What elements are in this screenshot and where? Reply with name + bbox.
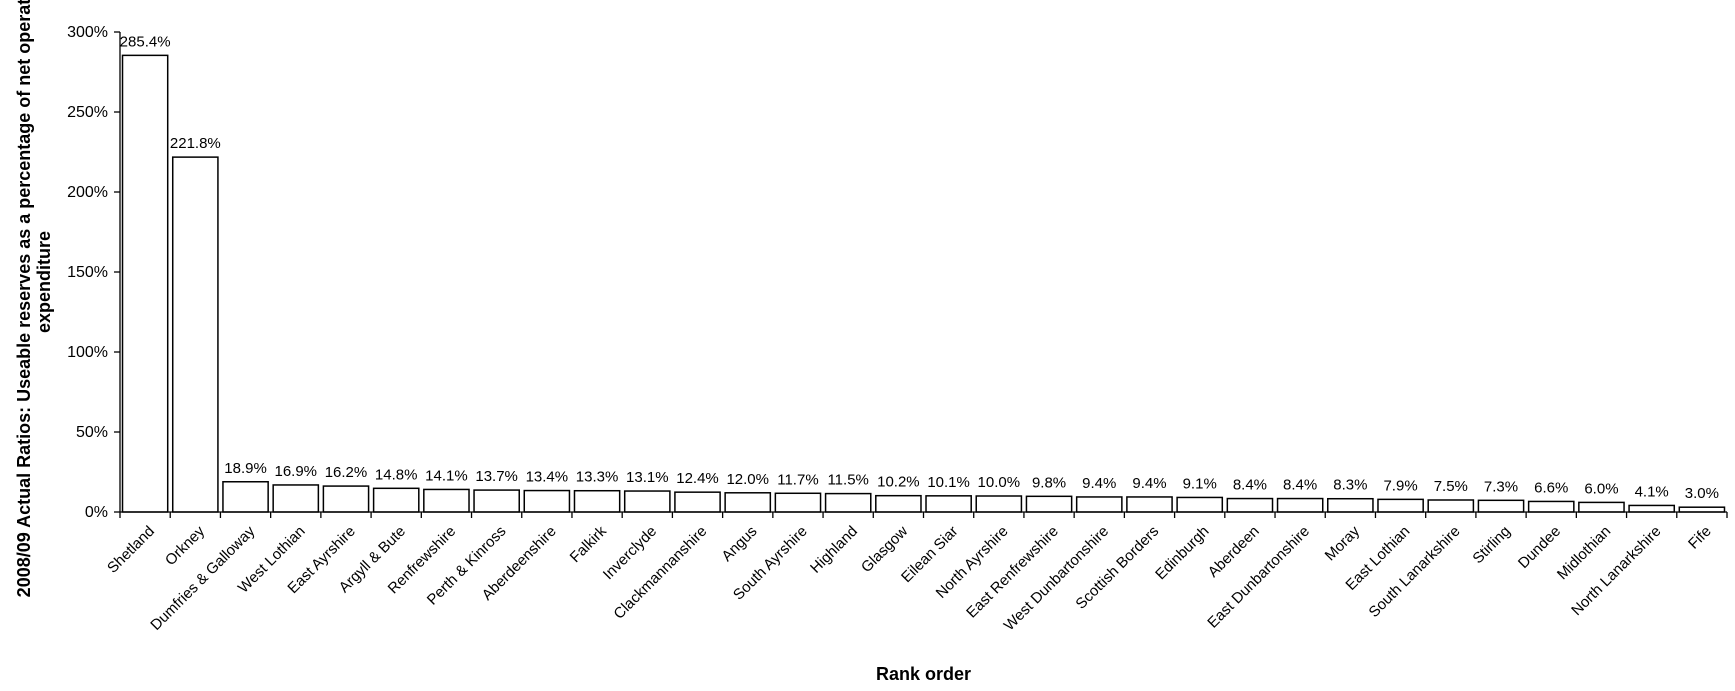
data-label: 221.8% (170, 135, 221, 152)
bar (1578, 501, 1625, 513)
data-label: 14.1% (425, 467, 468, 484)
x-category-label: Dundee (1515, 523, 1564, 572)
bar (121, 54, 169, 513)
data-label: 285.4% (120, 33, 171, 50)
x-category-label: Angus (718, 523, 760, 565)
bar (1427, 499, 1475, 513)
x-category-label: North Lanarkshire (1568, 523, 1664, 619)
x-category-label: Falkirk (567, 522, 611, 566)
bar (272, 484, 320, 513)
data-label: 10.0% (978, 474, 1021, 491)
bar (1628, 504, 1676, 513)
bar (372, 487, 420, 513)
y-tick-label: 50% (76, 424, 108, 441)
x-category-label: South Lanarkshire (1366, 523, 1464, 621)
data-label: 7.5% (1434, 478, 1468, 495)
x-category-label: Stirling (1469, 523, 1513, 567)
x-category-label: Highland (807, 523, 861, 577)
bar (824, 492, 872, 513)
x-axis-title: Rank order (876, 664, 971, 684)
bar (523, 489, 571, 513)
data-label: 11.5% (827, 472, 868, 489)
data-label: 12.0% (726, 471, 769, 488)
data-label: 8.4% (1283, 477, 1317, 494)
data-label: 13.1% (626, 469, 669, 486)
data-label: 7.3% (1484, 478, 1518, 495)
bar (473, 489, 520, 513)
data-label: 11.7% (777, 471, 818, 488)
data-label: 16.9% (274, 463, 317, 480)
data-label: 6.0% (1584, 480, 1618, 497)
data-label: 9.8% (1032, 474, 1066, 491)
data-label: 9.4% (1082, 475, 1116, 492)
bar (171, 156, 219, 513)
bar (423, 488, 470, 513)
bar (1327, 497, 1374, 513)
x-category-label: East Renfrewshire (963, 523, 1062, 622)
data-label: 8.3% (1333, 477, 1367, 494)
data-label: 10.1% (927, 474, 970, 491)
bar (573, 489, 621, 513)
bar (322, 485, 370, 513)
x-category-label: Moray (1322, 522, 1364, 564)
data-label: 13.4% (526, 469, 569, 486)
x-category-label: Clackmannanshire (610, 523, 710, 623)
data-labels: 285.4% 221.8% 18.9% 16.9% 16.2% 14.8% 14.1% 13.… (120, 33, 1719, 502)
bar (674, 491, 721, 513)
y-tick-label: 150% (67, 264, 108, 281)
bar (1126, 496, 1173, 513)
data-label: 4.1% (1635, 483, 1669, 500)
y-tick-label: 300% (67, 24, 108, 41)
data-label: 9.1% (1183, 475, 1217, 492)
bar (1377, 498, 1424, 513)
bars (121, 54, 1726, 513)
bar (724, 492, 772, 513)
x-category-label: East Dunbartonshire (1204, 523, 1313, 632)
y-axis-ticks: 0% 50% 100% 150% 200% 250% 300% (67, 24, 1728, 521)
data-label: 12.4% (676, 470, 719, 487)
bar (1176, 496, 1224, 513)
y-axis-title: 2008/09 Actual Ratios: Useable reserves … (14, 0, 54, 597)
bar (975, 495, 1023, 513)
bar (1527, 500, 1575, 513)
data-label: 7.9% (1383, 477, 1417, 494)
y-tick-label: 0% (85, 504, 108, 521)
data-label: 13.7% (475, 468, 518, 485)
bar (1276, 497, 1324, 513)
y-tick-label: 250% (67, 104, 108, 121)
bar (1678, 506, 1726, 513)
data-label: 10.2% (877, 474, 920, 491)
bar (1025, 495, 1073, 513)
bar (623, 490, 671, 513)
bar (1477, 499, 1525, 513)
bar (1226, 497, 1274, 513)
data-label: 9.4% (1132, 475, 1166, 492)
data-label: 18.9% (224, 460, 267, 477)
data-label: 8.4% (1233, 477, 1267, 494)
bar (1075, 496, 1123, 513)
data-label: 3.0% (1685, 485, 1719, 502)
data-label: 13.3% (576, 469, 619, 486)
bar (875, 494, 922, 513)
x-category-label: Edinburgh (1152, 523, 1212, 583)
bar (222, 481, 269, 513)
y-tick-label: 200% (67, 184, 108, 201)
x-category-label: Fife (1685, 523, 1715, 553)
y-axis-title-line-2: expenditure (34, 231, 54, 333)
bar (925, 495, 972, 513)
data-label: 16.2% (325, 464, 368, 481)
y-tick-label: 100% (67, 344, 108, 361)
x-category-label: Shetland (104, 523, 158, 577)
x-category-label: Orkney (162, 522, 209, 569)
bar (774, 492, 822, 513)
data-label: 14.8% (375, 466, 418, 483)
data-label: 6.6% (1534, 479, 1568, 496)
y-axis-title-line-1: 2008/09 Actual Ratios: Useable reserves … (14, 0, 34, 597)
